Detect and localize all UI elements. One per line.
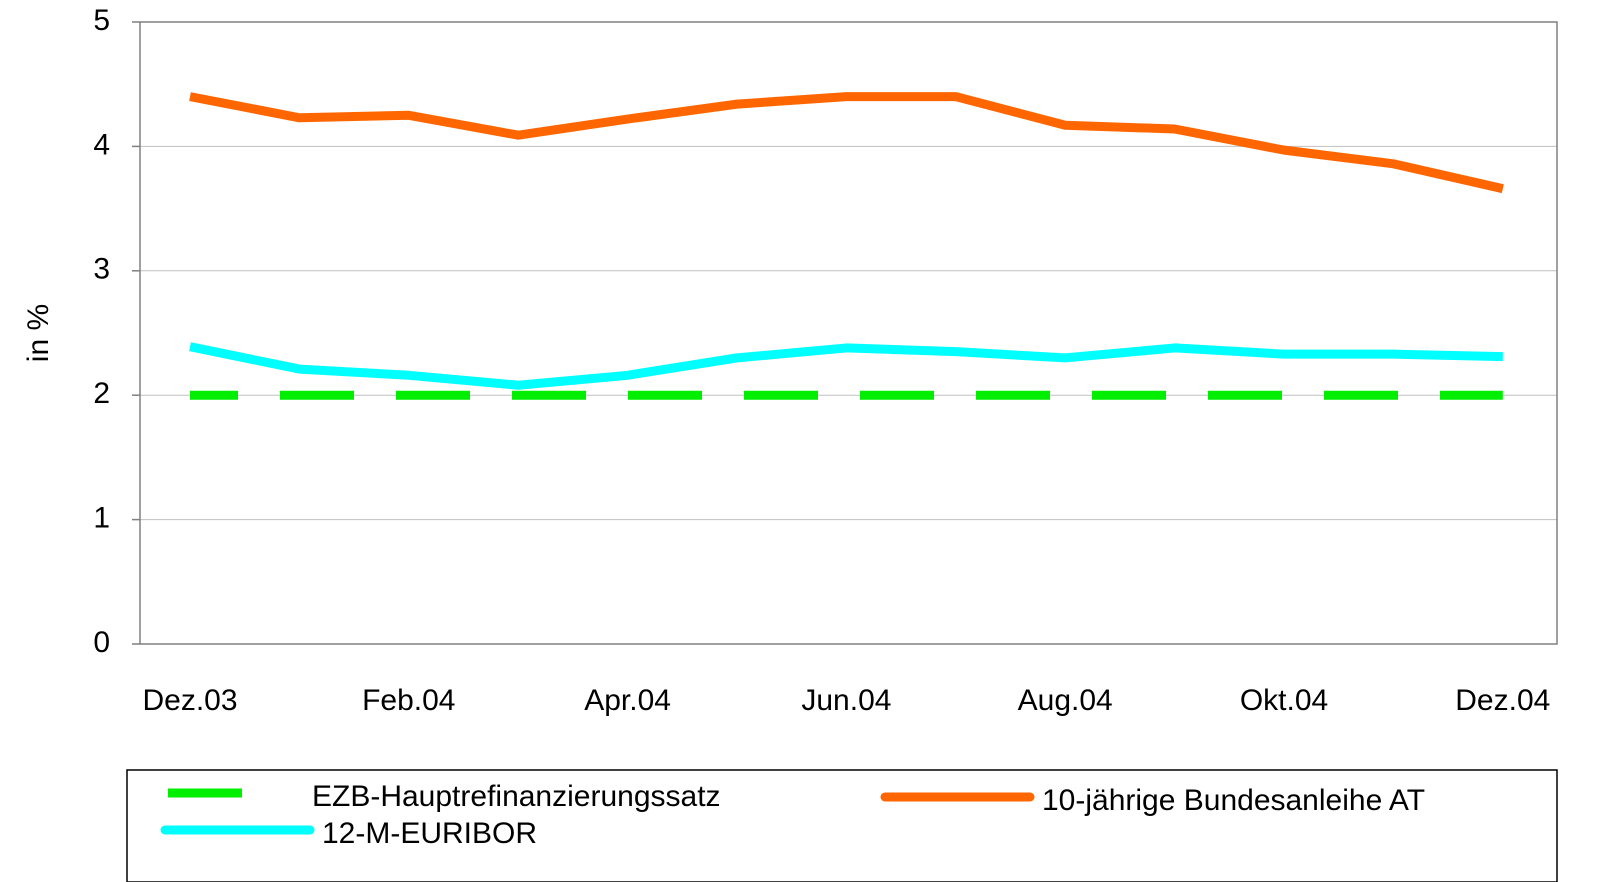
series-line [189, 342, 1503, 390]
y-tick-label: 5 [93, 4, 110, 37]
x-tick-label: Dez.03 [142, 684, 237, 717]
x-tick-label: Okt.04 [1240, 684, 1328, 717]
series-line [189, 92, 1504, 194]
x-tick-label: Jun.04 [801, 684, 891, 717]
x-tick-label: Aug.04 [1018, 684, 1113, 717]
y-tick-label: 0 [93, 626, 110, 659]
y-axis-label: in % [22, 304, 55, 362]
x-tick-label: Apr.04 [584, 684, 671, 717]
y-tick-label: 4 [93, 128, 110, 161]
plot-frame [139, 21, 1558, 645]
x-tick-label: Dez.04 [1455, 684, 1550, 717]
y-tick-label: 2 [93, 377, 110, 410]
y-tick-label: 3 [93, 253, 110, 286]
legend-label: 10-jährige Bundesanleihe AT [1042, 784, 1425, 817]
legend-label: 12-M-EURIBOR [322, 817, 537, 850]
legend-label: EZB-Hauptrefinanzierungssatz [312, 780, 721, 813]
y-tick-label: 1 [93, 502, 110, 535]
legend [126, 769, 1558, 882]
x-tick-label: Feb.04 [362, 684, 455, 717]
